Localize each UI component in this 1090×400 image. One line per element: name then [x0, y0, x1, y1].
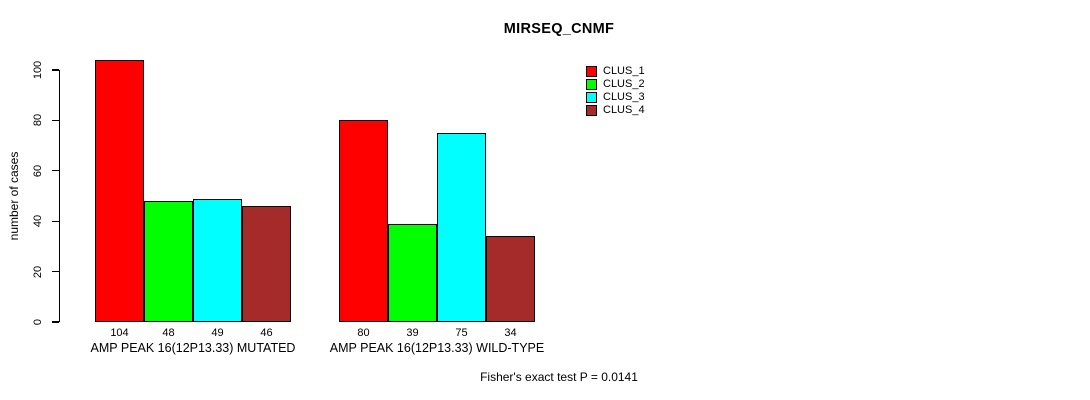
legend-swatch-clus_4: [586, 105, 597, 116]
legend-label: CLUS_4: [603, 104, 645, 116]
bar-value-label: 104: [110, 327, 129, 339]
legend-swatch-clus_3: [586, 92, 597, 103]
bar-value-label: 39: [406, 327, 419, 339]
y-tick: [52, 220, 59, 222]
y-tick-label: 100: [32, 60, 44, 80]
y-tick-label: 80: [32, 114, 44, 127]
y-tick: [52, 69, 59, 71]
bar-clus_3: [193, 198, 242, 322]
y-axis-title: number of cases: [7, 151, 21, 241]
bar-clus_1: [339, 120, 388, 322]
y-tick: [52, 119, 59, 122]
bar-value-label: 75: [455, 327, 468, 339]
y-tick-label: 0: [32, 318, 44, 326]
bar-clus_1: [95, 59, 144, 322]
legend-item-clus_3: CLUS_3: [586, 91, 645, 104]
category-label: AMP PEAK 16(12P13.33) MUTATED: [90, 341, 296, 355]
legend-swatch-clus_2: [586, 79, 597, 90]
bar-value-label: 49: [211, 327, 224, 339]
y-tick-label: 20: [32, 265, 44, 278]
bar-clus_4: [486, 236, 535, 322]
legend-label: CLUS_1: [603, 65, 645, 77]
y-tick-label: 40: [32, 215, 44, 228]
legend: CLUS_1 CLUS_2 CLUS_3 CLUS_4: [586, 65, 645, 117]
category-label: AMP PEAK 16(12P13.33) WILD-TYPE: [329, 341, 545, 355]
y-tick: [52, 170, 59, 172]
chart-title: MIRSEQ_CNMF: [503, 21, 615, 37]
bar-value-label: 46: [260, 327, 273, 339]
bar-value-label: 48: [162, 327, 175, 339]
legend-swatch-clus_1: [586, 66, 597, 77]
bar-value-label: 80: [357, 327, 370, 339]
y-tick: [52, 270, 59, 273]
bar-clus_2: [144, 201, 193, 322]
bar-clus_3: [437, 133, 486, 322]
y-tick-label: 60: [32, 164, 44, 177]
bar-value-label: 34: [504, 327, 517, 339]
legend-item-clus_2: CLUS_2: [586, 78, 645, 91]
legend-item-clus_4: CLUS_4: [586, 104, 645, 117]
y-axis-line: [58, 70, 60, 322]
annotation-text: Fisher's exact test P = 0.0141: [480, 370, 638, 384]
legend-label: CLUS_3: [603, 91, 645, 103]
bar-clus_2: [388, 223, 437, 322]
y-tick: [52, 321, 59, 323]
bar-clus_4: [242, 206, 291, 322]
legend-label: CLUS_2: [603, 78, 645, 90]
legend-item-clus_1: CLUS_1: [586, 65, 645, 78]
